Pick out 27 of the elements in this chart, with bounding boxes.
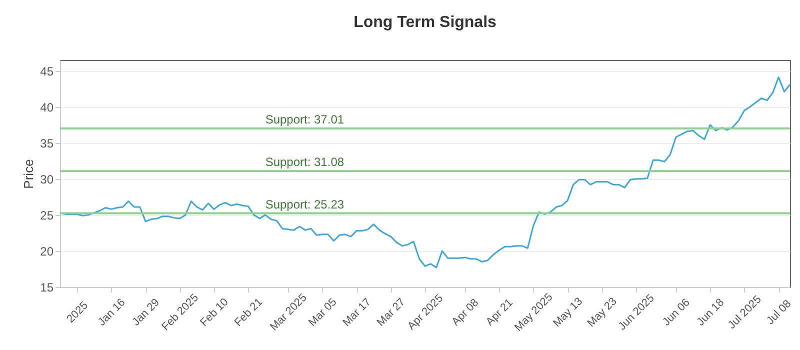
y-axis-title: Price: [21, 159, 36, 189]
x-tick-label: Mar 27: [374, 296, 408, 329]
x-tick-label: Mar 05: [306, 296, 340, 329]
line-series: [59, 76, 791, 268]
y-tick-label: 45: [40, 64, 54, 78]
chart-title: Long Term Signals: [354, 14, 497, 31]
x-tick-label: Jun 18: [694, 296, 727, 328]
y-tick-label: 25: [40, 208, 54, 222]
x-tick-label: May 13: [551, 296, 586, 330]
x-tick-label: Jan 16: [96, 296, 128, 328]
y-tick-label: 15: [40, 280, 54, 294]
x-tick-label: Apr 21: [484, 296, 516, 328]
x-tick-label: Mar 17: [340, 296, 374, 329]
ref-line-label: Support: 37.01: [265, 112, 344, 126]
x-tick-label: May 23: [585, 296, 620, 330]
y-tick-label: 35: [40, 136, 54, 150]
y-tick-label: 30: [40, 172, 54, 186]
y-tick-label: 40: [40, 100, 54, 114]
x-tick-label: Jun 06: [660, 296, 692, 328]
y-tick-label: 20: [40, 244, 54, 258]
x-tick-label: Jul 08: [764, 298, 794, 328]
x-tick-label: Apr 08: [450, 296, 482, 328]
x-tick-label: Feb 10: [198, 296, 231, 329]
ref-line-label: Support: 31.08: [265, 155, 344, 170]
ref-line-label: Support: 25.23: [265, 197, 344, 212]
x-tick-label: Feb 21: [232, 296, 266, 329]
x-tick-label: Jan 29: [130, 296, 162, 328]
